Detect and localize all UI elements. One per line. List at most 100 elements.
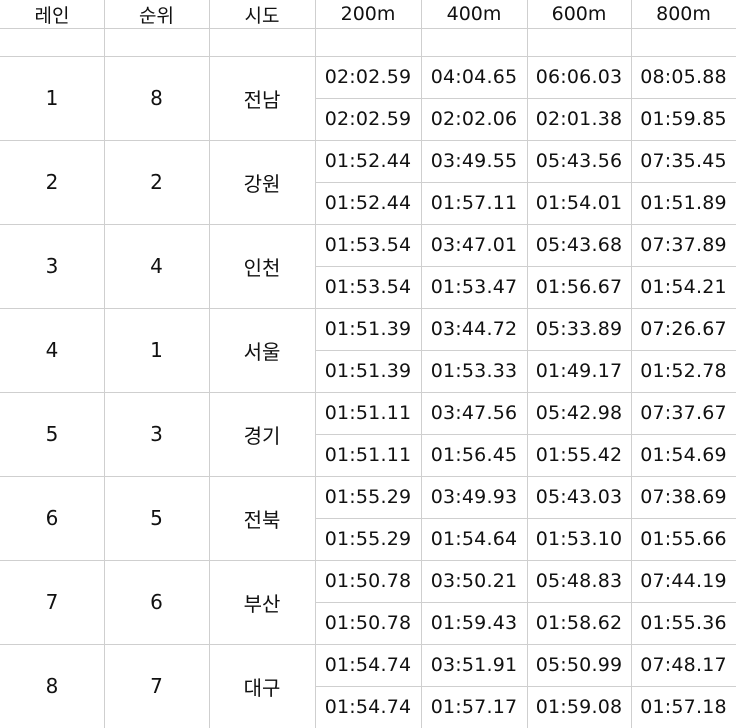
row-divider bbox=[315, 518, 736, 519]
row-divider bbox=[315, 98, 736, 99]
cumulative-time-cell: 05:43.03 bbox=[535, 486, 623, 508]
lane-cell: 4 bbox=[45, 338, 59, 362]
region-cell: 서울 bbox=[243, 339, 281, 364]
row-divider bbox=[0, 644, 736, 645]
header-lane: 레인 bbox=[34, 4, 70, 27]
rank-cell: 2 bbox=[150, 170, 163, 194]
cumulative-time-cell: 05:43.68 bbox=[535, 234, 623, 256]
column-divider bbox=[209, 0, 210, 728]
row-divider bbox=[315, 434, 736, 435]
split-time-cell: 01:54.01 bbox=[535, 192, 623, 214]
split-time-cell: 01:56.45 bbox=[430, 444, 518, 466]
split-time-cell: 01:59.85 bbox=[640, 108, 727, 130]
cumulative-time-cell: 01:51.11 bbox=[324, 402, 412, 424]
row-divider bbox=[0, 224, 736, 225]
split-time-cell: 01:51.39 bbox=[324, 360, 412, 382]
region-cell: 전북 bbox=[243, 507, 281, 532]
cumulative-time-cell: 07:38.69 bbox=[640, 486, 727, 508]
cumulative-time-cell: 01:50.78 bbox=[324, 570, 412, 592]
cumulative-time-cell: 05:33.89 bbox=[535, 318, 623, 340]
cumulative-time-cell: 05:50.99 bbox=[535, 654, 623, 676]
header-200m: 200m bbox=[340, 3, 396, 25]
row-divider bbox=[0, 28, 736, 29]
region-cell: 대구 bbox=[243, 675, 281, 700]
cumulative-time-cell: 05:42.98 bbox=[535, 402, 623, 424]
split-time-cell: 01:57.18 bbox=[640, 696, 727, 718]
cumulative-time-cell: 01:51.39 bbox=[324, 318, 412, 340]
row-divider bbox=[0, 560, 736, 561]
row-divider bbox=[315, 602, 736, 603]
row-divider bbox=[315, 266, 736, 267]
header-400m: 400m bbox=[446, 3, 502, 25]
cumulative-time-cell: 01:52.44 bbox=[324, 150, 412, 172]
cumulative-time-cell: 03:47.56 bbox=[430, 402, 518, 424]
cumulative-time-cell: 01:53.54 bbox=[324, 234, 412, 256]
cumulative-time-cell: 03:49.55 bbox=[430, 150, 518, 172]
cumulative-time-cell: 07:26.67 bbox=[640, 318, 727, 340]
split-time-cell: 01:52.78 bbox=[640, 360, 727, 382]
split-time-cell: 01:53.54 bbox=[324, 276, 412, 298]
region-cell: 인천 bbox=[243, 255, 281, 280]
rank-cell: 4 bbox=[150, 254, 163, 278]
split-time-cell: 02:02.06 bbox=[430, 108, 518, 130]
lane-cell: 8 bbox=[45, 674, 59, 698]
cumulative-time-cell: 01:54.74 bbox=[324, 654, 412, 676]
cumulative-time-cell: 05:48.83 bbox=[535, 570, 623, 592]
row-divider bbox=[0, 476, 736, 477]
column-divider bbox=[527, 0, 528, 728]
region-cell: 강원 bbox=[243, 171, 281, 196]
lane-cell: 7 bbox=[45, 590, 59, 614]
split-time-cell: 01:51.89 bbox=[640, 192, 727, 214]
rank-cell: 7 bbox=[150, 674, 163, 698]
cumulative-time-cell: 07:48.17 bbox=[640, 654, 727, 676]
split-time-cell: 01:56.67 bbox=[535, 276, 623, 298]
header-region: 시도 bbox=[244, 4, 280, 27]
rank-cell: 8 bbox=[150, 86, 163, 110]
cumulative-time-cell: 02:02.59 bbox=[324, 66, 412, 88]
split-time-cell: 01:54.64 bbox=[430, 528, 518, 550]
split-time-cell: 01:52.44 bbox=[324, 192, 412, 214]
region-cell: 부산 bbox=[243, 591, 281, 616]
header-rank: 순위 bbox=[139, 4, 174, 27]
cumulative-time-cell: 03:47.01 bbox=[430, 234, 518, 256]
column-divider bbox=[104, 0, 105, 728]
split-time-cell: 01:59.08 bbox=[535, 696, 623, 718]
lane-cell: 2 bbox=[45, 170, 59, 194]
cumulative-time-cell: 07:44.19 bbox=[640, 570, 727, 592]
split-time-cell: 01:53.10 bbox=[535, 528, 623, 550]
split-time-cell: 01:49.17 bbox=[535, 360, 623, 382]
rank-cell: 5 bbox=[150, 506, 163, 530]
split-time-cell: 01:54.69 bbox=[640, 444, 727, 466]
split-time-cell: 01:57.17 bbox=[430, 696, 518, 718]
split-time-cell: 01:54.21 bbox=[640, 276, 727, 298]
split-time-cell: 01:55.42 bbox=[535, 444, 623, 466]
cumulative-time-cell: 03:51.91 bbox=[430, 654, 518, 676]
cumulative-time-cell: 01:55.29 bbox=[324, 486, 412, 508]
region-cell: 경기 bbox=[243, 423, 281, 448]
cumulative-time-cell: 03:50.21 bbox=[430, 570, 518, 592]
split-time-cell: 01:59.43 bbox=[430, 612, 518, 634]
cumulative-time-cell: 05:43.56 bbox=[535, 150, 623, 172]
rank-cell: 1 bbox=[150, 338, 163, 362]
lane-cell: 3 bbox=[45, 254, 59, 278]
split-time-cell: 01:53.33 bbox=[430, 360, 518, 382]
row-divider bbox=[0, 308, 736, 309]
cumulative-time-cell: 07:35.45 bbox=[640, 150, 727, 172]
split-time-cell: 01:55.29 bbox=[324, 528, 412, 550]
cumulative-time-cell: 04:04.65 bbox=[430, 66, 518, 88]
cumulative-time-cell: 07:37.67 bbox=[640, 402, 727, 424]
row-divider bbox=[0, 56, 736, 57]
split-time-cell: 01:55.36 bbox=[640, 612, 727, 634]
row-divider bbox=[0, 140, 736, 141]
row-divider bbox=[315, 350, 736, 351]
cumulative-time-cell: 03:49.93 bbox=[430, 486, 518, 508]
row-divider bbox=[315, 686, 736, 687]
header-600m: 600m bbox=[551, 3, 607, 25]
split-time-cell: 01:55.66 bbox=[640, 528, 727, 550]
cumulative-time-cell: 06:06.03 bbox=[535, 66, 623, 88]
column-divider bbox=[631, 0, 632, 728]
lane-cell: 5 bbox=[45, 422, 59, 446]
cumulative-time-cell: 07:37.89 bbox=[640, 234, 727, 256]
split-time-cell: 01:50.78 bbox=[324, 612, 412, 634]
